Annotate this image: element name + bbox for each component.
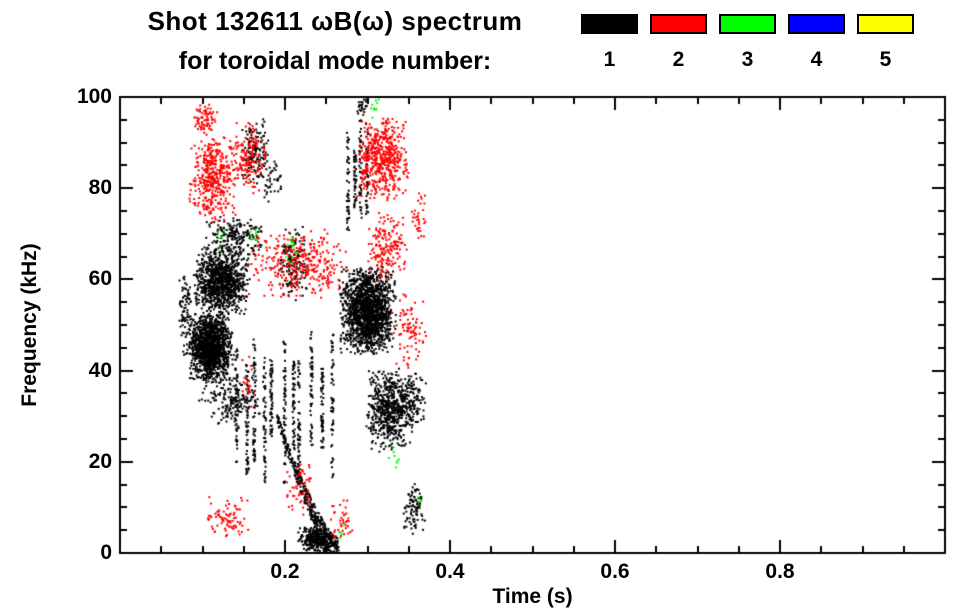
legend-label-mode-4: 4 xyxy=(810,48,823,71)
legend-swatch-mode-3 xyxy=(719,14,776,34)
y-tick-label: 40 xyxy=(88,358,112,382)
legend: 1 2 3 4 5 xyxy=(575,0,963,90)
legend-label-mode-2: 2 xyxy=(672,48,685,71)
y-tick-label: 60 xyxy=(88,267,112,291)
x-axis-title: Time (s) xyxy=(492,585,573,608)
legend-label-mode-1: 1 xyxy=(603,48,616,71)
x-tick-label: 0.6 xyxy=(600,560,630,583)
y-tick-label: 0 xyxy=(100,541,112,564)
y-tick-label: 20 xyxy=(88,449,112,473)
y-axis-title: Frequency (kHz) xyxy=(18,243,41,407)
legend-label-mode-5: 5 xyxy=(879,48,892,71)
legend-swatch-mode-4 xyxy=(788,14,845,34)
legend-swatch-mode-1 xyxy=(581,14,638,34)
legend-swatch-mode-2 xyxy=(650,14,707,34)
chart-title-line2: for toroidal mode number: xyxy=(178,47,492,75)
x-tick-label: 0.8 xyxy=(765,560,795,583)
x-tick-label: 0.4 xyxy=(435,560,465,583)
legend-swatch-mode-5 xyxy=(857,14,914,34)
y-tick-label: 80 xyxy=(88,176,112,200)
legend-label-mode-3: 3 xyxy=(741,48,754,71)
x-tick-label: 0.2 xyxy=(270,560,300,583)
chart-title-line1: Shot 132611 ωB(ω) spectrum xyxy=(147,6,523,36)
y-tick-label: 100 xyxy=(76,85,112,108)
